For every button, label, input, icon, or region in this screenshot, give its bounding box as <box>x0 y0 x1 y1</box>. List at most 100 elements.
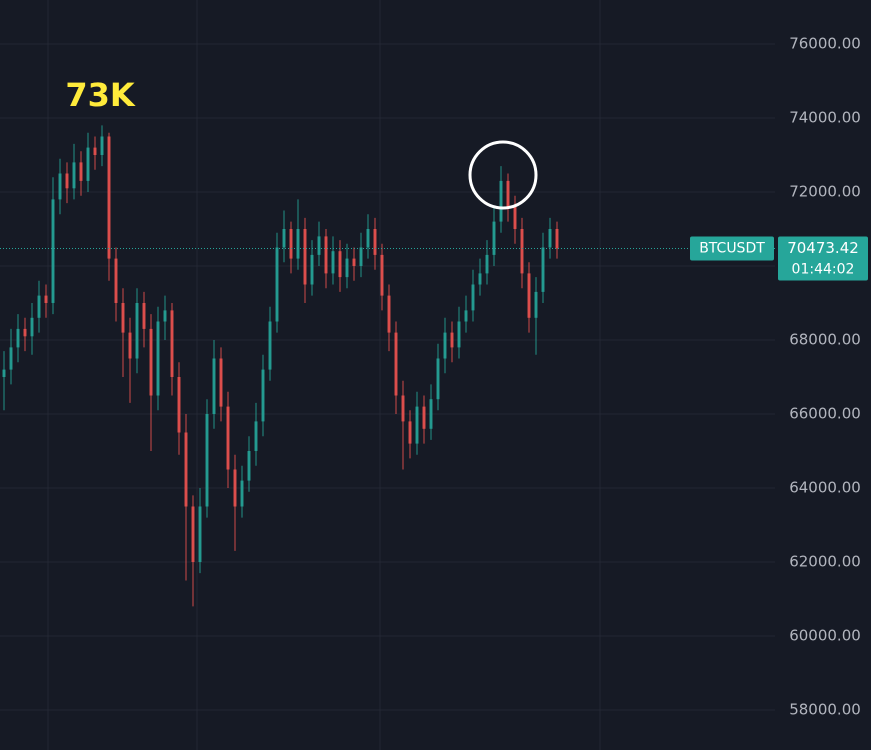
candle-body <box>450 332 454 348</box>
candle-body <box>429 399 433 429</box>
candle-body <box>212 358 216 414</box>
candle-body <box>261 369 265 422</box>
candle-body <box>163 310 167 322</box>
candle-body <box>191 506 195 563</box>
candle-body <box>142 302 146 329</box>
candle-body <box>478 273 482 285</box>
candle-body <box>156 321 160 396</box>
price-marker: BTCUSDT 70473.42 01:44:02 <box>0 236 868 281</box>
candle-body <box>254 421 258 451</box>
y-tick-label: 62000.00 <box>789 553 861 571</box>
y-axis: 58000.00 60000.00 62000.00 64000.00 66000.00… <box>789 34 861 718</box>
candle-body <box>282 228 286 248</box>
candle-body <box>86 147 90 181</box>
candle-body <box>317 236 321 255</box>
candle-body <box>289 228 293 259</box>
candle-body <box>457 321 461 348</box>
candle-body <box>177 376 181 433</box>
candle-body <box>16 328 20 348</box>
price-box <box>778 236 868 281</box>
candle-body <box>219 358 223 407</box>
candle-body <box>198 506 202 563</box>
candle-body <box>366 228 370 248</box>
candle-body <box>240 480 244 507</box>
candle-body <box>527 273 531 318</box>
y-tick-label: 60000.00 <box>789 627 861 645</box>
candle-body <box>513 206 517 229</box>
candles <box>2 125 559 607</box>
candle-body <box>37 295 41 318</box>
y-tick-label: 64000.00 <box>789 478 861 496</box>
candle-body <box>72 162 76 189</box>
candle-body <box>65 173 69 189</box>
candle-body <box>268 321 272 370</box>
y-tick-label: 72000.00 <box>789 182 861 200</box>
candle-body <box>401 395 405 422</box>
candle-body <box>471 284 475 311</box>
candle-body <box>534 291 538 318</box>
candle-body <box>485 254 489 274</box>
symbol-label: BTCUSDT <box>699 240 765 256</box>
candle-body <box>436 358 440 400</box>
candle-body <box>93 147 97 155</box>
candle-body <box>394 332 398 396</box>
candle-body <box>30 317 34 337</box>
candle-body <box>184 432 188 507</box>
candle-body <box>555 228 559 249</box>
candle-body <box>548 228 552 248</box>
candle-body <box>520 228 524 274</box>
candle-body <box>149 328 153 396</box>
countdown-label: 01:44:02 <box>792 261 855 277</box>
y-tick-label: 66000.00 <box>789 404 861 422</box>
candle-body <box>492 221 496 255</box>
candle-body <box>380 254 384 296</box>
candle-body <box>506 180 510 207</box>
candle-body <box>345 258 349 278</box>
candle-body <box>23 328 27 337</box>
candle-body <box>443 332 447 359</box>
candle-body <box>79 162 83 181</box>
candle-body <box>9 347 13 370</box>
candle-body <box>51 199 55 303</box>
candle-body <box>408 421 412 444</box>
symbol-box <box>690 236 774 261</box>
candle-body <box>338 251 342 278</box>
y-tick-label: 74000.00 <box>789 108 861 126</box>
candle-body <box>464 310 468 322</box>
vertical-grid <box>47 0 601 750</box>
candle-body <box>387 295 391 333</box>
candle-body <box>233 469 237 507</box>
candle-body <box>275 247 279 322</box>
candle-body <box>331 251 335 274</box>
candle-body <box>226 406 230 470</box>
candle-body <box>247 450 251 481</box>
y-tick-label: 68000.00 <box>789 330 861 348</box>
candle-body <box>100 136 104 155</box>
candle-body <box>107 136 111 259</box>
candle-body <box>373 228 377 255</box>
price-label: 70473.42 <box>787 239 859 257</box>
candle-body <box>499 180 503 222</box>
y-tick-label: 76000.00 <box>789 34 861 52</box>
candle-body <box>170 310 174 377</box>
candle-body <box>541 247 545 292</box>
candle-body <box>324 236 328 274</box>
y-tick-label: 58000.00 <box>789 701 861 719</box>
candle-body <box>359 247 363 266</box>
candle-body <box>352 258 356 266</box>
candle-body <box>415 406 419 444</box>
candle-body <box>422 406 426 429</box>
candle-body <box>310 254 314 285</box>
candle-body <box>128 332 132 359</box>
candle-body <box>114 258 118 303</box>
candle-body <box>44 295 48 303</box>
highlight-circle <box>468 140 538 210</box>
candle-body <box>58 173 62 200</box>
grid <box>0 43 775 711</box>
candle-body <box>2 369 6 377</box>
candle-body <box>121 302 125 333</box>
annotation: 73K <box>65 76 136 114</box>
candle-body <box>205 413 209 507</box>
